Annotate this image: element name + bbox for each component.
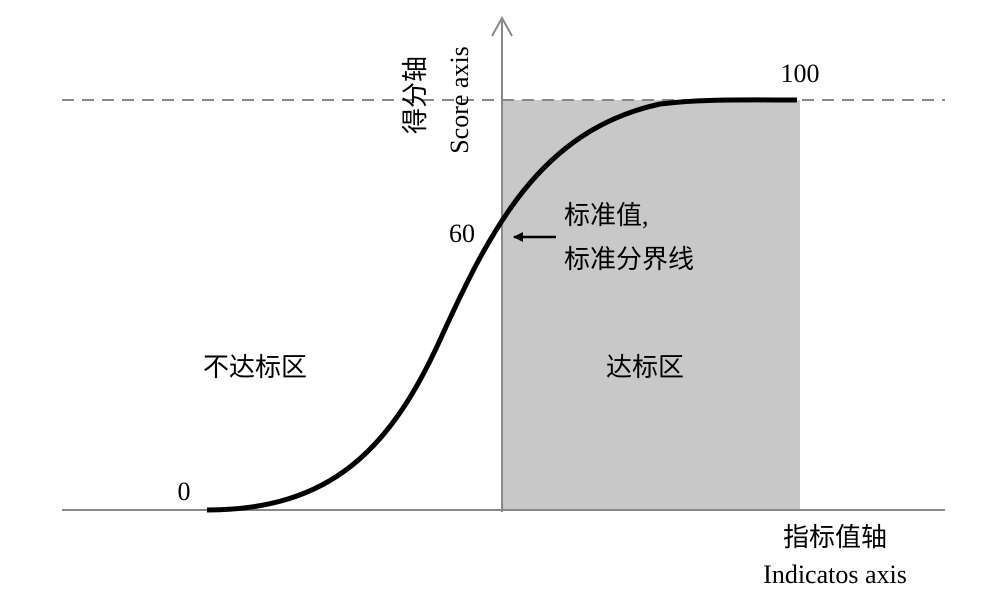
y-axis-arrow [491, 15, 513, 37]
min-label: 0 [178, 477, 191, 506]
score-curve [206, 97, 798, 513]
annotation-line: 标准值, [564, 201, 649, 230]
annotation-line: 标准分界线 [564, 245, 694, 274]
y-axis-label-zh: 得分轴 [401, 56, 430, 134]
fail-region-label: 不达标区 [203, 353, 307, 382]
pass-region [502, 100, 800, 510]
x-axis-label-en: Indicatos axis [763, 560, 907, 589]
x-axis-label-zh: 指标值轴 [783, 523, 887, 552]
max-label: 100 [781, 59, 820, 88]
standard-label: 60 [449, 219, 475, 248]
pass-region-label: 达标区 [606, 353, 684, 382]
y-axis-label-en: Score axis [445, 46, 474, 154]
